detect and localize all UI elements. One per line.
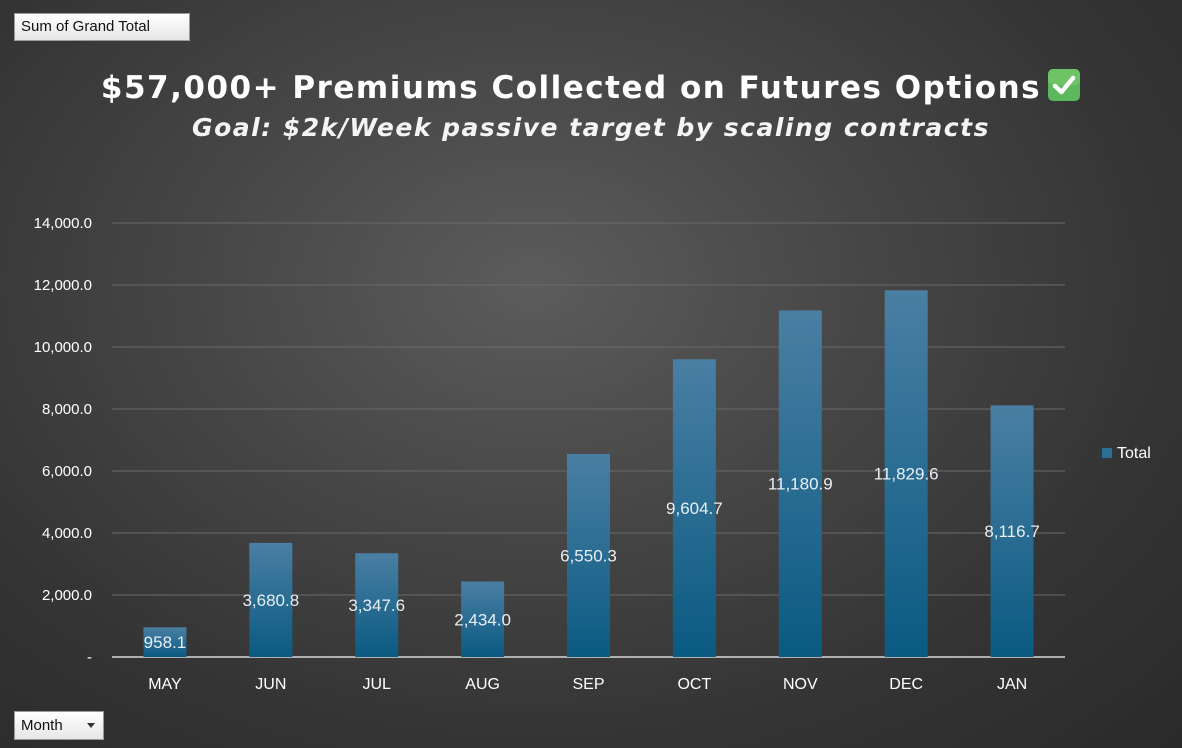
x-axis-ticks: MAY JUN JUL AUG SEP OCT NOV DEC JAN <box>148 676 1027 693</box>
data-label-aug: 2,434.0 <box>454 610 511 629</box>
y-tick-label: 4,000.0 <box>42 525 92 542</box>
legend-entry-total: Total <box>1117 445 1151 462</box>
x-tick-label-jun: JUN <box>255 676 286 693</box>
bar-nov <box>778 310 822 657</box>
y-tick-label: 14,000.0 <box>34 215 92 232</box>
x-tick-label-nov: NOV <box>783 676 818 693</box>
data-label-nov: 11,180.9 <box>768 475 833 494</box>
chart-title-text: $57,000+ Premiums Collected on Futures O… <box>100 70 1042 106</box>
data-label-oct: 9,604.7 <box>666 499 723 518</box>
data-label-jun: 3,680.8 <box>242 591 299 610</box>
bars <box>143 290 1034 657</box>
x-tick-label-dec: DEC <box>889 676 923 693</box>
check-mark-icon <box>1048 69 1081 101</box>
x-tick-label-sep: SEP <box>572 676 604 693</box>
data-label-jul: 3,347.6 <box>348 596 405 615</box>
month-field-label: Month <box>21 717 63 734</box>
y-tick-label: 8,000.0 <box>42 401 92 418</box>
y-tick-label: - <box>87 649 92 666</box>
x-tick-label-jan: JAN <box>997 676 1027 693</box>
bar-jul <box>355 553 399 657</box>
legend: Total <box>1102 445 1151 463</box>
y-tick-label: 6,000.0 <box>42 463 92 480</box>
chart-subtitle: Goal: $2k/Week passive target by scaling… <box>192 113 990 142</box>
month-field-dropdown[interactable]: Month <box>14 711 104 740</box>
bar-oct <box>672 359 716 657</box>
y-axis-ticks: - 2,000.0 4,000.0 6,000.0 8,000.0 10,000.0 12,… <box>34 215 92 666</box>
chart-title: $57,000+ Premiums Collected on Futures O… <box>0 68 1182 106</box>
bar-may <box>143 627 187 657</box>
x-tick-label-jul: JUL <box>362 676 391 693</box>
data-label-may: 958.1 <box>144 633 187 652</box>
data-label-dec: 11,829.6 <box>874 465 939 484</box>
data-label-jan: 8,116.7 <box>984 522 1039 541</box>
bar-jan <box>990 405 1034 657</box>
y-tick-label: 2,000.0 <box>42 587 92 604</box>
data-labels: 958.1 3,680.8 3,347.6 2,434.0 6,550.3 9,604.7… <box>144 465 1040 653</box>
legend-swatch <box>1102 448 1112 458</box>
values-field-button[interactable]: Sum of Grand Total <box>14 13 190 41</box>
values-field-label: Sum of Grand Total <box>21 18 150 35</box>
y-tick-label: 10,000.0 <box>34 339 92 356</box>
data-label-sep: 6,550.3 <box>560 546 617 565</box>
x-tick-label-oct: OCT <box>677 676 711 693</box>
bar-jun <box>249 542 293 657</box>
y-tick-label: 12,000.0 <box>34 277 92 294</box>
x-tick-label-may: MAY <box>148 676 182 693</box>
x-tick-label-aug: AUG <box>465 676 500 693</box>
bar-aug <box>461 581 505 657</box>
bar-dec <box>884 290 928 657</box>
bar-sep <box>567 453 610 657</box>
chevron-down-icon <box>87 723 95 728</box>
